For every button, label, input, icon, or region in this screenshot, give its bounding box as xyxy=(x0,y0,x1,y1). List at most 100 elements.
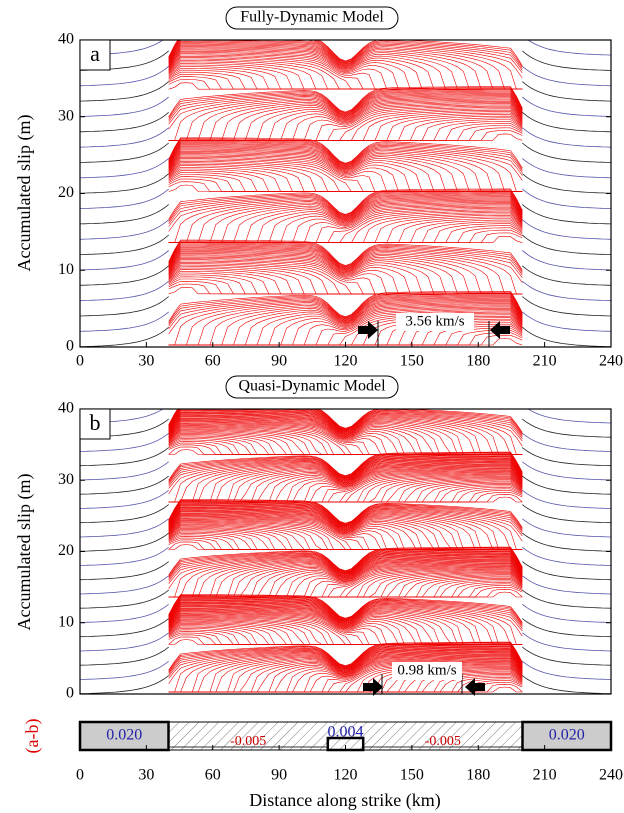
slip-contour xyxy=(168,411,523,455)
slip-contour xyxy=(168,43,523,90)
slip-contour xyxy=(168,642,523,672)
slip-contour xyxy=(168,87,523,119)
slip-contour xyxy=(168,96,523,141)
slip-contour xyxy=(168,198,523,243)
slip-contour xyxy=(168,553,523,598)
segment-label: 0.020 xyxy=(549,727,585,744)
slip-contour xyxy=(168,259,523,295)
panel-label: b xyxy=(90,410,101,435)
y-tick-label: 40 xyxy=(58,31,74,48)
slip-contour xyxy=(168,645,523,679)
slip-contour xyxy=(168,455,523,487)
slip-contour xyxy=(168,409,523,439)
creep-contour xyxy=(80,603,169,623)
slip-contour xyxy=(168,506,523,550)
slip-contour xyxy=(168,552,523,598)
slip-contour xyxy=(168,105,523,141)
x-tick-label: 0 xyxy=(76,353,84,370)
slip-contour xyxy=(168,499,523,529)
creep-contour xyxy=(80,532,169,552)
panel-label-box xyxy=(79,408,111,440)
slip-contour xyxy=(168,455,523,489)
y-tick-label: 0 xyxy=(66,685,74,702)
slip-contour xyxy=(168,457,523,503)
slip-contour xyxy=(168,190,523,223)
slip-contour xyxy=(168,292,523,325)
creep-contour xyxy=(522,504,611,524)
creep-contour xyxy=(522,65,611,87)
slip-contour xyxy=(168,241,523,274)
slip-contour xyxy=(168,246,523,295)
x-tick-label: 150 xyxy=(400,767,424,784)
creep-contour xyxy=(522,675,611,694)
slip-contour xyxy=(168,148,523,192)
segment-label: 0.020 xyxy=(106,727,142,744)
creep-contour xyxy=(80,409,85,410)
slip-contour xyxy=(168,550,523,584)
annotation-text: 0.98 km/s xyxy=(397,662,456,678)
x-tick-label: 0 xyxy=(76,767,84,784)
slip-contour xyxy=(168,40,523,74)
creep-contour xyxy=(80,447,169,467)
slip-contour xyxy=(168,248,523,295)
slip-contour xyxy=(168,651,523,693)
slip-contour xyxy=(168,594,523,623)
creep-contour xyxy=(80,296,169,317)
slip-contour xyxy=(168,40,523,90)
slip-contour xyxy=(168,245,523,295)
slip-contour xyxy=(168,244,523,283)
slip-contour xyxy=(168,630,523,645)
creep-contour xyxy=(80,326,169,347)
slip-contour xyxy=(168,178,523,192)
plot-frame xyxy=(79,39,612,348)
slip-contour xyxy=(168,556,523,598)
creep-contour xyxy=(80,158,169,179)
slip-contour xyxy=(168,603,523,645)
creep-contour xyxy=(606,40,611,41)
creep-contour xyxy=(522,575,611,595)
slip-contour xyxy=(168,247,523,295)
slip-contour xyxy=(168,88,523,120)
x-tick-label: 60 xyxy=(205,767,221,784)
creep-contour xyxy=(522,561,611,581)
x-tick-label: 120 xyxy=(334,767,358,784)
slip-contour xyxy=(168,189,523,221)
creep-contour xyxy=(80,461,169,481)
slip-contour xyxy=(168,94,523,141)
slip-contour xyxy=(168,550,523,582)
creep-contour xyxy=(522,475,611,495)
slip-contour xyxy=(168,93,523,141)
slip-contour xyxy=(168,650,523,693)
creep-contour xyxy=(522,489,611,509)
slip-contour xyxy=(168,42,523,90)
slip-contour xyxy=(168,646,523,684)
slip-contour xyxy=(168,555,523,598)
slip-contour xyxy=(168,196,523,243)
slip-contour xyxy=(168,302,523,346)
creep-contour xyxy=(606,409,611,410)
slip-contour xyxy=(168,193,523,232)
creep-contour xyxy=(522,219,611,240)
slip-contour xyxy=(168,409,523,442)
x-tick-label: 30 xyxy=(138,353,154,370)
slip-contour xyxy=(168,555,523,598)
creep-contour xyxy=(80,219,169,240)
slip-contour xyxy=(168,195,523,243)
creep-contour xyxy=(522,603,611,623)
y-axis-label: (a-b) xyxy=(22,719,43,754)
slip-contour xyxy=(168,411,523,455)
slip-contour xyxy=(168,409,523,435)
creep-contour xyxy=(80,675,169,694)
slip-contour xyxy=(168,451,523,481)
slip-contour xyxy=(168,76,523,90)
slip-contour xyxy=(168,91,523,130)
creep-contour xyxy=(522,447,611,467)
x-axis-label: Distance along strike (km) xyxy=(249,790,440,811)
slip-contour xyxy=(168,507,523,550)
creep-contour xyxy=(522,111,611,133)
slip-contour xyxy=(168,145,523,192)
creep-contour xyxy=(80,173,169,194)
creep-contour xyxy=(80,0,169,9)
x-tick-label: 90 xyxy=(271,767,287,784)
slip-contour xyxy=(168,45,523,90)
